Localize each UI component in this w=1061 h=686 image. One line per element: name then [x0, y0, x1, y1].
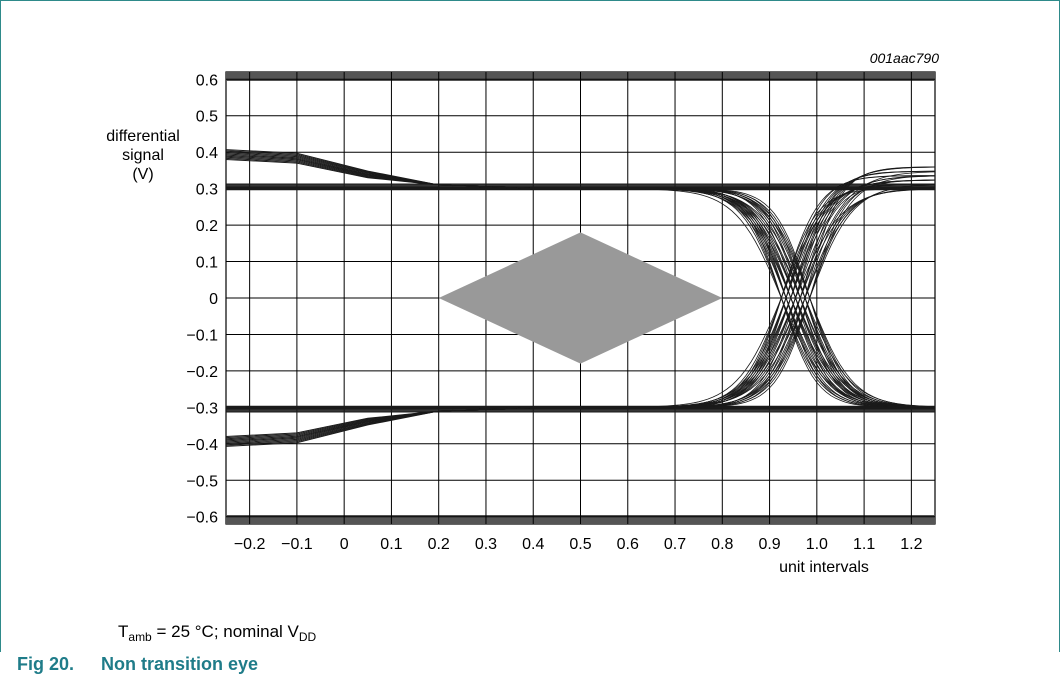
- y-tick-label: 0.2: [196, 218, 218, 235]
- y-tick-label: 0.3: [196, 182, 218, 199]
- y-tick-label: 0.4: [196, 145, 218, 162]
- test-condition: Tamb = 25 °C; nominal VDD: [118, 622, 316, 644]
- x-tick-label: 0.8: [711, 536, 733, 553]
- y-tick-label: −0.4: [186, 437, 218, 454]
- y-tick-label: −0.2: [186, 364, 218, 381]
- x-tick-label: 0.1: [380, 536, 402, 553]
- x-tick-label: −0.2: [234, 536, 266, 553]
- x-tick-label: 0.4: [522, 536, 544, 553]
- y-tick-label: 0.1: [196, 255, 218, 272]
- condition-subscript-amb: amb: [128, 630, 151, 644]
- y-tick-label: −0.1: [186, 327, 218, 344]
- caption-title: Non transition eye: [101, 654, 258, 674]
- figure-caption: Fig 20. Non transition eye: [17, 654, 258, 675]
- y-tick-label: −0.6: [186, 510, 218, 527]
- x-tick-label: 0: [340, 536, 349, 553]
- y-tick-label: 0.5: [196, 109, 218, 126]
- y-tick-label: −0.3: [186, 400, 218, 417]
- caption-number: Fig 20.: [17, 654, 101, 675]
- y-tick-label: 0.6: [196, 72, 218, 89]
- x-tick-label: 0.2: [428, 536, 450, 553]
- x-tick-label: 0.6: [617, 536, 639, 553]
- x-tick-label: 0.3: [475, 536, 497, 553]
- y-tick-label: 0: [209, 291, 218, 308]
- x-axis-label: unit intervals: [779, 559, 869, 576]
- x-tick-label: 1.1: [853, 536, 875, 553]
- condition-subscript-dd: DD: [299, 630, 316, 644]
- x-tick-label: 0.7: [664, 536, 686, 553]
- condition-text: = 25 °C; nominal V: [152, 622, 299, 641]
- x-tick-label: 0.5: [569, 536, 591, 553]
- x-tick-label: 1.2: [900, 536, 922, 553]
- x-tick-label: 1.0: [806, 536, 828, 553]
- y-tick-label: −0.5: [186, 473, 218, 490]
- condition-prefix: T: [118, 622, 128, 641]
- x-tick-label: 0.9: [758, 536, 780, 553]
- x-tick-label: −0.1: [281, 536, 313, 553]
